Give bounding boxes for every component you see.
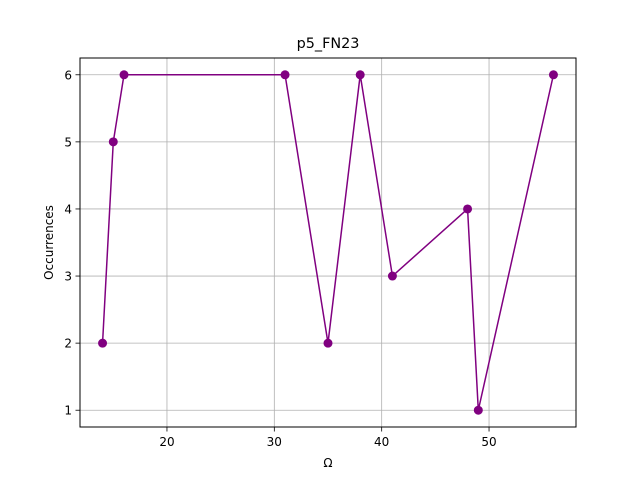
y-tick-label: 2 (64, 337, 72, 351)
series-line (101, 74, 555, 411)
plot-frame (79, 57, 577, 428)
x-tick-label: 20 (159, 435, 174, 449)
x-tick-label: 50 (481, 435, 496, 449)
data-point (98, 338, 108, 348)
data-series (98, 70, 558, 415)
data-point (323, 338, 333, 348)
y-axis: 1 2 3 4 5 6 (64, 68, 80, 418)
chart-title: p5_FN23 (297, 36, 360, 52)
y-tick-label: 6 (64, 68, 72, 82)
x-axis-label: Ω (323, 456, 332, 470)
data-point (355, 70, 365, 80)
data-point (473, 405, 483, 415)
data-point (548, 70, 558, 80)
y-tick-label: 1 (64, 404, 72, 418)
data-point (119, 70, 129, 80)
x-axis: 20 30 40 50 (159, 427, 497, 449)
data-point (108, 137, 118, 147)
y-tick-label: 5 (64, 135, 72, 149)
y-tick-label: 4 (64, 202, 72, 216)
y-tick-label: 3 (64, 270, 72, 284)
data-point (463, 204, 473, 214)
data-point (280, 70, 290, 80)
data-point (387, 271, 397, 281)
y-axis-label: Occurrences (42, 205, 56, 280)
x-tick-label: 30 (267, 435, 282, 449)
x-tick-label: 40 (374, 435, 389, 449)
